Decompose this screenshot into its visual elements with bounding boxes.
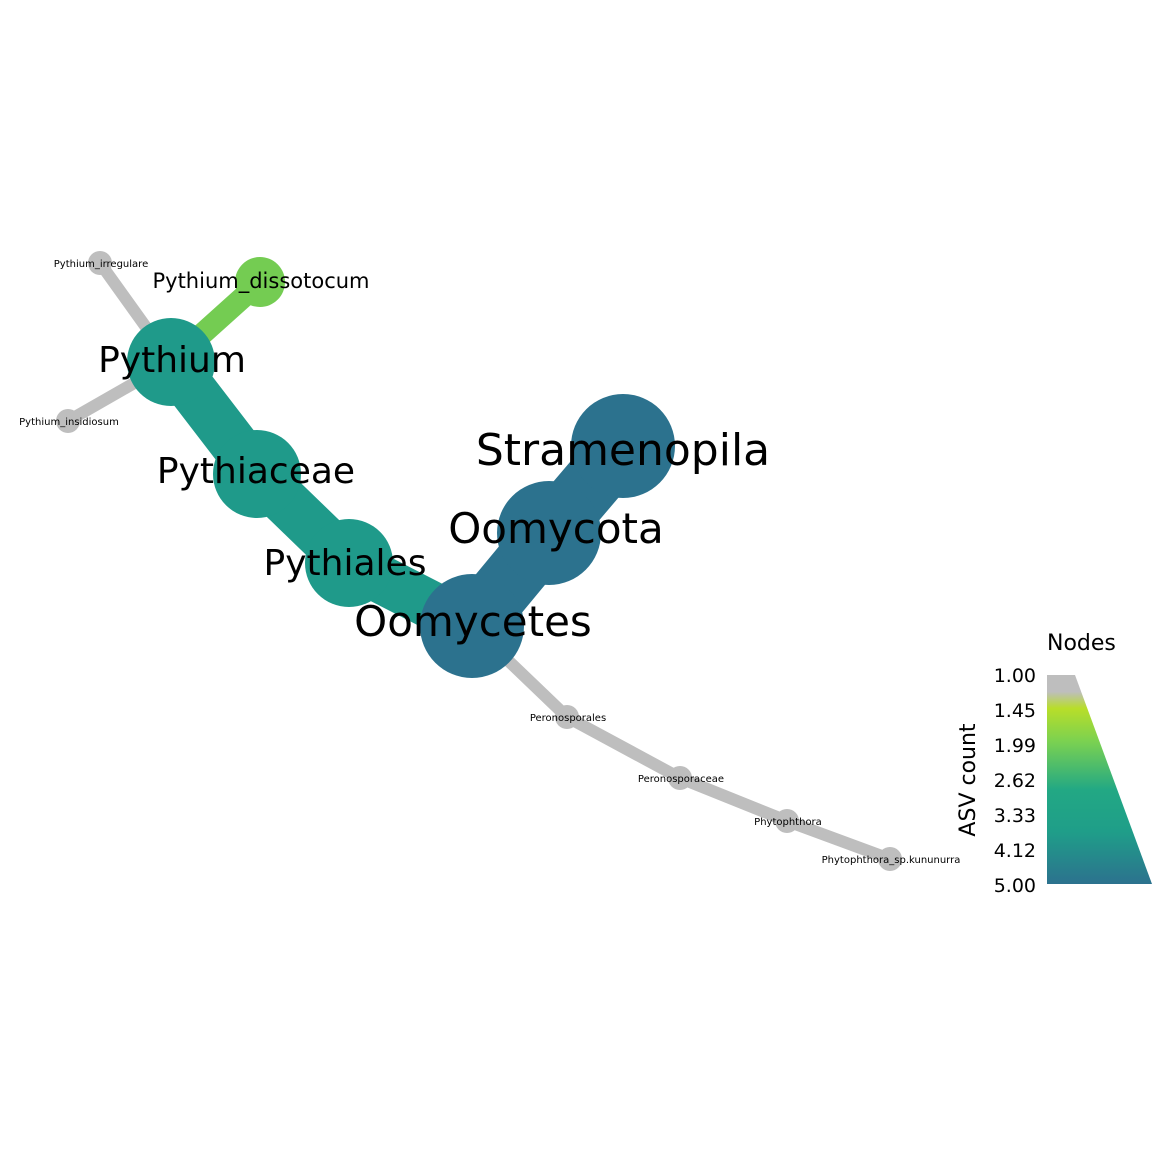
legend-tick-label: 3.33: [994, 805, 1036, 827]
node-pythiales: [305, 519, 393, 607]
node-label-oomycetes: Oomycetes: [354, 597, 592, 646]
node-label-pythium_irregulare: Pythium_irregulare: [54, 259, 148, 270]
legend-tick-label: 1.00: [994, 665, 1036, 687]
legend-tick-label: 2.62: [994, 770, 1036, 792]
node-pythium_insidiosum: [56, 409, 80, 433]
node-pythium_dissotocum: [235, 257, 285, 307]
legend-tick-label: 5.00: [994, 875, 1036, 897]
node-oomycota: [497, 481, 601, 585]
node-label-pythium_insidiosum: Pythium_insidiosum: [19, 417, 119, 428]
node-label-peronosporaceae: Peronosporaceae: [638, 774, 724, 785]
node-phytophthora_sp_kununurra: [878, 847, 902, 871]
nodes-layer: [56, 251, 902, 871]
legend-tick-label: 1.99: [994, 735, 1036, 757]
labels-layer: Stramenopila Oomycota Oomycetes Pythiales Py…: [19, 259, 960, 866]
edge-peronosporales-peronosporaceae: [561, 711, 686, 784]
node-label-stramenopila: Stramenopila: [476, 425, 770, 476]
legend-title: Nodes: [1047, 631, 1116, 656]
node-peronosporales: [555, 705, 579, 729]
edge-peronosporaceae-phytophthora: [674, 772, 793, 827]
node-label-phytophthora: Phytophthora: [754, 817, 822, 828]
node-label-pythiaceae: Pythiaceae: [157, 451, 355, 492]
legend-tick-label: 1.45: [994, 700, 1036, 722]
node-pythiaceae: [213, 430, 301, 518]
legend-color-bar: [1047, 675, 1152, 884]
node-label-pythium: Pythium: [98, 340, 246, 381]
legend: Nodes 1.00 1.45 1.99 2.62 3.33 4.12 5.00 ASV c…: [956, 631, 1152, 897]
edge-phytophthora-phytophthora_sp_kununurra: [781, 815, 896, 865]
legend-axis-label: ASV count: [956, 723, 981, 837]
node-peronosporaceae: [668, 766, 692, 790]
node-pythium_irregulare: [88, 251, 112, 275]
node-pythium: [127, 318, 215, 406]
node-label-phytophthora_sp_kununurra: Phytophthora_sp.kununurra: [822, 855, 961, 866]
legend-tick-labels: 1.00 1.45 1.99 2.62 3.33 4.12 5.00: [994, 665, 1036, 897]
legend-tick-label: 4.12: [994, 840, 1036, 862]
node-label-pythium_dissotocum: Pythium_dissotocum: [152, 269, 369, 294]
node-stramenopila: [571, 394, 675, 498]
node-label-peronosporales: Peronosporales: [530, 713, 606, 724]
node-phytophthora: [775, 809, 799, 833]
node-label-oomycota: Oomycota: [448, 504, 664, 553]
node-label-pythiales: Pythiales: [264, 543, 427, 584]
node-oomycetes: [420, 574, 524, 678]
